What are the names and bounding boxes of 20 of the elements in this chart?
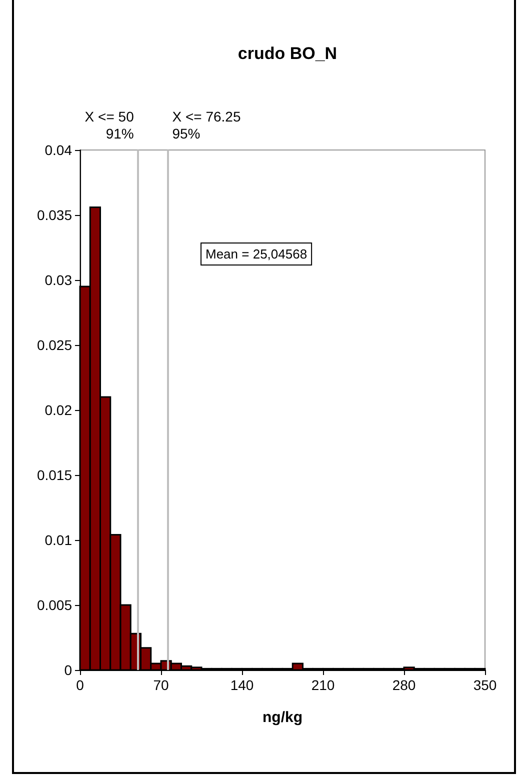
- y-tick-label: 0.01: [44, 532, 72, 548]
- y-tick-label: 0.02: [44, 402, 72, 418]
- x-tick-label: 70: [153, 677, 169, 693]
- x-tick-label: 140: [230, 677, 254, 693]
- ref-line-label: X <= 76.25 95%: [172, 108, 241, 142]
- x-tick-label: 350: [473, 677, 497, 693]
- y-tick-label: 0.04: [44, 142, 72, 158]
- annotation: Mean = 25,04568: [206, 246, 308, 262]
- x-tick-label: 210: [311, 677, 335, 693]
- y-tick-label: 0.015: [36, 467, 72, 483]
- x-axis-title: ng/kg: [262, 709, 302, 726]
- y-tick-label: 0.025: [36, 337, 72, 353]
- y-tick-label: 0.005: [36, 597, 72, 613]
- x-tick-label: 280: [392, 677, 416, 693]
- ref-line-label: X <= 50 91%: [84, 108, 134, 142]
- x-tick-label: 0: [76, 677, 84, 693]
- y-tick-label: 0.035: [36, 207, 72, 223]
- y-tick-label: 0: [64, 662, 72, 678]
- y-tick-label: 0.03: [44, 272, 72, 288]
- chart-title: crudo BO_N: [238, 44, 338, 63]
